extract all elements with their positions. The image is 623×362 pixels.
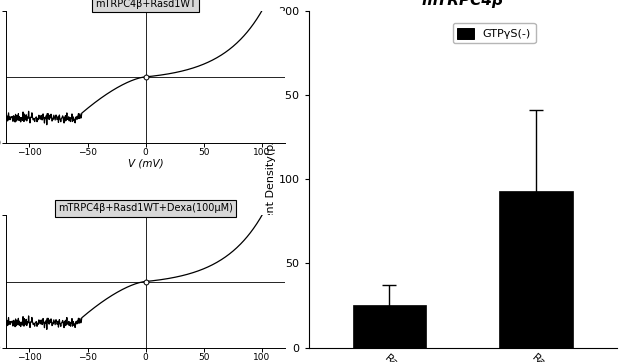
Legend: GTPγS(-): GTPγS(-) (453, 23, 536, 43)
Bar (500, 191, 573, 348)
X-axis label: V (mV): V (mV) (128, 159, 163, 169)
Title: mTRPC4β+Rasd1WT: mTRPC4β+Rasd1WT (95, 0, 196, 9)
Bar (353, 306, 426, 348)
Title: mTRPC4β: mTRPC4β (422, 0, 503, 8)
Y-axis label: Current Density(pA/pF): Current Density(pA/pF) (265, 115, 275, 243)
Title: mTRPC4β+Rasd1WT+Dexa(100μM): mTRPC4β+Rasd1WT+Dexa(100μM) (58, 203, 233, 213)
